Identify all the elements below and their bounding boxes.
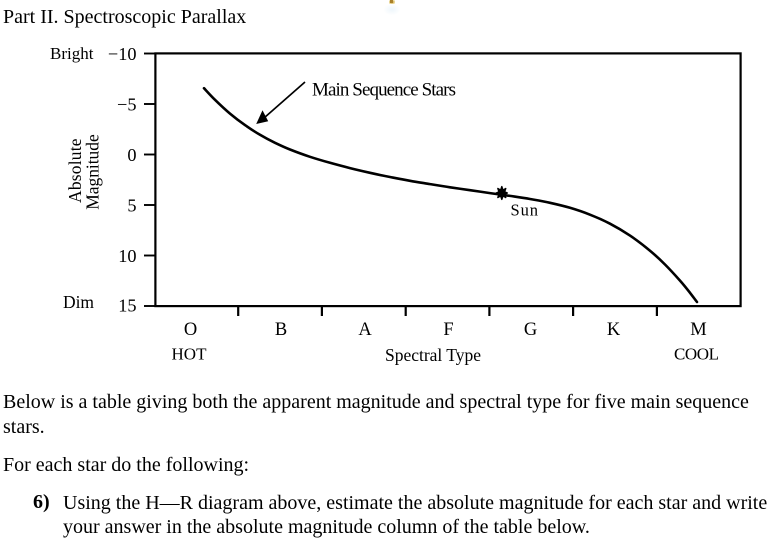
svg-text:5: 5 (127, 195, 136, 215)
svg-text:Main Sequence Stars: Main Sequence Stars (312, 80, 456, 101)
svg-text:B: B (275, 320, 287, 340)
svg-text:A: A (358, 320, 372, 340)
svg-text:Magnitude: Magnitude (83, 134, 103, 210)
svg-text:F: F (443, 320, 453, 340)
svg-text:K: K (607, 320, 621, 340)
svg-text:−10: −10 (108, 44, 137, 64)
svg-text:Sun: Sun (511, 200, 539, 219)
svg-text:0: 0 (127, 145, 136, 165)
svg-text:Spectral Type: Spectral Type (385, 345, 481, 365)
svg-text:G: G (524, 320, 537, 340)
svg-text:10: 10 (118, 246, 136, 266)
svg-text:COOL: COOL (674, 345, 719, 364)
svg-text:Dim: Dim (63, 292, 94, 312)
svg-text:−5: −5 (117, 94, 136, 114)
svg-text:Absolute: Absolute (65, 138, 85, 203)
svg-text:15: 15 (118, 296, 136, 316)
svg-text:M: M (690, 320, 706, 340)
svg-text:O: O (184, 320, 197, 340)
svg-text:Bright: Bright (50, 44, 94, 63)
svg-text:HOT: HOT (172, 345, 208, 364)
